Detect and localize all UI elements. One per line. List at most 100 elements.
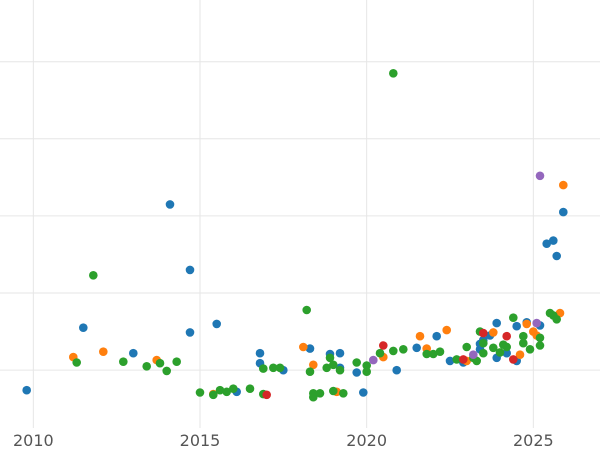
x-tick-label: 2010 [13, 431, 54, 450]
data-point [322, 363, 332, 373]
data-point [415, 331, 425, 341]
data-point [142, 362, 151, 371]
data-point [535, 341, 545, 350]
data-point [509, 355, 518, 364]
data-point [502, 331, 512, 341]
data-point [255, 348, 265, 358]
data-point [339, 389, 348, 398]
data-point [185, 328, 195, 337]
data-point [305, 344, 315, 353]
data-point [452, 355, 462, 364]
data-point [299, 342, 308, 352]
data-point [462, 342, 472, 352]
data-point [489, 343, 498, 353]
data-point [362, 361, 372, 370]
data-point [512, 321, 521, 331]
x-tick-label: 2025 [513, 431, 554, 450]
data-point [479, 328, 488, 338]
data-point [162, 366, 171, 376]
data-point [99, 347, 108, 357]
data-point [479, 338, 488, 348]
data-point [275, 363, 285, 373]
data-point [379, 341, 388, 350]
data-point [262, 390, 272, 400]
data-point [155, 358, 165, 368]
data-point [392, 365, 402, 375]
data-point [542, 239, 551, 248]
data-point [519, 331, 528, 341]
data-point [459, 355, 468, 364]
data-point [445, 356, 455, 366]
data-point [222, 387, 231, 397]
data-point [469, 350, 478, 360]
data-point [185, 265, 195, 275]
data-point [479, 348, 488, 358]
data-point [369, 355, 378, 365]
data-point [229, 384, 238, 394]
data-point [412, 343, 422, 353]
x-tick-labels: 2010 2015 2020 2025 [13, 431, 554, 450]
data-point [195, 388, 205, 397]
data-point [79, 323, 88, 333]
data-point [325, 353, 335, 363]
data-point [72, 358, 81, 367]
data-point [359, 388, 368, 397]
data-point [375, 348, 385, 358]
data-point [212, 319, 221, 329]
data-point [269, 363, 278, 373]
data-point [129, 348, 138, 358]
data-point [119, 357, 128, 367]
data-point [422, 349, 432, 359]
data-point [172, 357, 181, 367]
data-point [502, 348, 512, 358]
data-point [329, 360, 338, 370]
data-point [525, 345, 535, 354]
data-point [352, 358, 362, 367]
data-point [519, 338, 528, 348]
data-point [389, 69, 398, 78]
data-point [165, 200, 175, 209]
data-point [495, 348, 505, 357]
data-point [309, 392, 318, 402]
data-point [362, 367, 372, 377]
data-point [209, 390, 218, 400]
data-point [302, 305, 312, 315]
data-point [502, 342, 512, 352]
data-point [549, 236, 558, 245]
data-point [535, 171, 545, 181]
data-point [429, 349, 438, 359]
data-point [509, 313, 518, 323]
data-point [245, 384, 255, 394]
data-points [22, 69, 568, 402]
data-point [315, 389, 325, 398]
grid-lines [0, 0, 600, 428]
data-point [535, 333, 545, 343]
data-point [399, 345, 408, 354]
data-point [309, 360, 318, 370]
data-point [389, 346, 398, 356]
data-point [22, 385, 32, 395]
data-point [515, 350, 525, 360]
data-point [532, 318, 541, 328]
data-point [552, 315, 561, 324]
data-point [492, 318, 502, 328]
data-point [335, 348, 345, 358]
data-point [552, 251, 561, 261]
data-point [335, 365, 345, 375]
x-tick-label: 2020 [346, 431, 387, 450]
data-point [259, 364, 268, 373]
data-point [559, 180, 568, 190]
data-point [215, 385, 225, 395]
x-tick-label: 2015 [180, 431, 221, 450]
data-point [329, 386, 338, 396]
data-point [305, 367, 315, 377]
data-point [89, 271, 98, 280]
data-point [442, 325, 452, 335]
data-point [435, 347, 445, 357]
data-point [522, 319, 531, 329]
data-point [489, 328, 498, 337]
data-point [432, 331, 442, 341]
data-point [559, 207, 568, 217]
